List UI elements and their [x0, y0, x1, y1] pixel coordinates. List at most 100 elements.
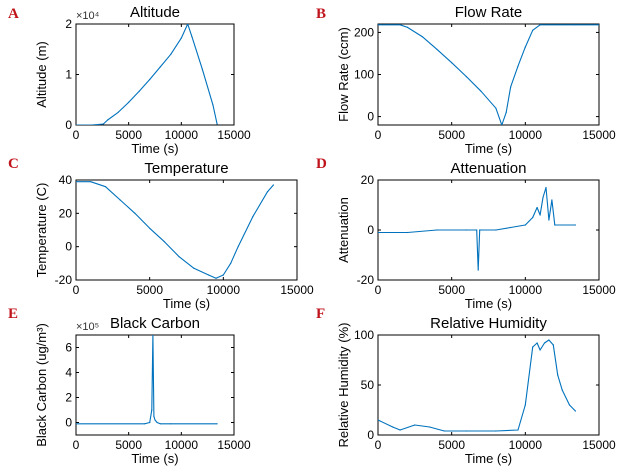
data-point — [568, 404, 571, 406]
data-point — [495, 229, 497, 231]
y-tick-label: 0 — [65, 240, 72, 254]
data-point — [532, 29, 534, 31]
x-tick-label: 5000 — [438, 438, 465, 452]
chart-title: Black Carbon — [110, 315, 200, 332]
data-point — [170, 53, 172, 55]
data-point — [215, 277, 217, 279]
x-tick-label: 10000 — [165, 128, 199, 142]
x-tick-label: 5000 — [115, 438, 142, 452]
data-point — [134, 212, 136, 214]
data-point — [543, 342, 546, 344]
x-axis-label: Time (s) — [131, 451, 178, 466]
x-axis-label: Time (s) — [465, 451, 512, 466]
data-point — [138, 90, 140, 92]
data-point — [542, 196, 544, 199]
chart-panel-f: F Relative Humidity 0 5000 10000 15000 0 50 100 T… — [316, 306, 616, 466]
y-axis-label: Altitude (m) — [34, 41, 49, 107]
data-point — [414, 424, 416, 426]
data-point — [539, 24, 541, 26]
chart-title: Altitude — [130, 4, 180, 21]
data-point — [149, 227, 151, 229]
data-point — [180, 37, 182, 39]
y-tick-label: -20 — [357, 273, 375, 287]
series-line — [76, 335, 218, 425]
x-tick-label: 15000 — [582, 128, 616, 142]
data-point — [548, 339, 550, 341]
y-multiplier-label: ×10⁵ — [76, 321, 99, 333]
data-point — [443, 430, 445, 432]
data-point — [212, 104, 214, 106]
data-point — [539, 214, 541, 216]
data-point — [557, 374, 559, 376]
x-tick-label: 0 — [73, 128, 80, 142]
y-tick-label: 1 — [65, 68, 72, 82]
data-point — [193, 267, 195, 269]
data-point — [524, 224, 526, 226]
data-point — [436, 48, 438, 50]
x-tick-label: 10000 — [509, 128, 543, 142]
y-tick-label: 50 — [361, 378, 375, 392]
data-point — [574, 410, 577, 412]
chart-title: Flow Rate — [455, 4, 523, 21]
series-line — [378, 339, 576, 432]
data-point — [495, 430, 497, 432]
data-point — [477, 269, 479, 271]
y-tick-label: 2 — [65, 17, 72, 31]
data-point — [510, 86, 512, 88]
data-point — [216, 123, 218, 125]
data-point — [230, 262, 232, 264]
y-tick-label: 6 — [65, 341, 72, 355]
data-point — [159, 66, 161, 68]
x-tick-label: 15000 — [217, 128, 251, 142]
data-point — [548, 219, 550, 221]
x-tick-label: 10000 — [509, 438, 543, 452]
data-point — [524, 404, 526, 406]
y-axis-label: Temperature (C) — [34, 183, 49, 278]
data-point — [266, 191, 269, 193]
data-point — [272, 184, 274, 186]
data-point — [104, 186, 107, 188]
data-point — [149, 421, 151, 424]
data-point — [170, 423, 172, 425]
series-line — [378, 186, 576, 271]
panel-label: D — [316, 156, 327, 172]
series-line — [378, 24, 599, 125]
data-point — [501, 124, 503, 125]
y-axis-label: Flow Rate (ccm) — [336, 27, 351, 122]
data-point — [91, 124, 93, 125]
panel-label: F — [316, 306, 325, 322]
data-point — [561, 389, 563, 391]
x-tick-label: 0 — [375, 438, 382, 452]
data-point — [151, 409, 153, 411]
data-point — [406, 231, 409, 234]
y-tick-label: -20 — [55, 273, 73, 287]
x-tick-label: 10000 — [207, 283, 241, 297]
x-tick-label: 0 — [73, 438, 80, 452]
x-tick-label: 0 — [375, 128, 382, 142]
data-point — [191, 36, 193, 38]
series-line — [76, 24, 218, 125]
plot-frame — [75, 179, 298, 281]
data-point — [222, 274, 224, 276]
data-point — [187, 24, 189, 25]
data-point — [128, 101, 130, 103]
y-tick-label: 40 — [59, 173, 73, 187]
series-line — [76, 181, 274, 279]
panel-label: A — [8, 6, 19, 22]
x-tick-label: 0 — [73, 283, 80, 297]
data-point — [76, 124, 77, 125]
y-axis-label: Black Carbon (ug/m³) — [34, 323, 49, 447]
x-axis-label: Time (s) — [131, 141, 178, 156]
y-axis-label: Attenuation — [336, 197, 351, 263]
x-tick-label: 15000 — [582, 283, 616, 297]
x-tick-label: 0 — [375, 283, 382, 297]
data-point — [378, 231, 379, 234]
data-point — [149, 78, 151, 81]
data-point — [517, 429, 519, 431]
data-point — [545, 186, 547, 189]
chart-panel-b: B Flow Rate 0 5000 10000 15000 0 100 200 Time (s)… — [316, 4, 616, 156]
data-point — [554, 224, 556, 226]
y-tick-label: 100 — [354, 68, 374, 82]
